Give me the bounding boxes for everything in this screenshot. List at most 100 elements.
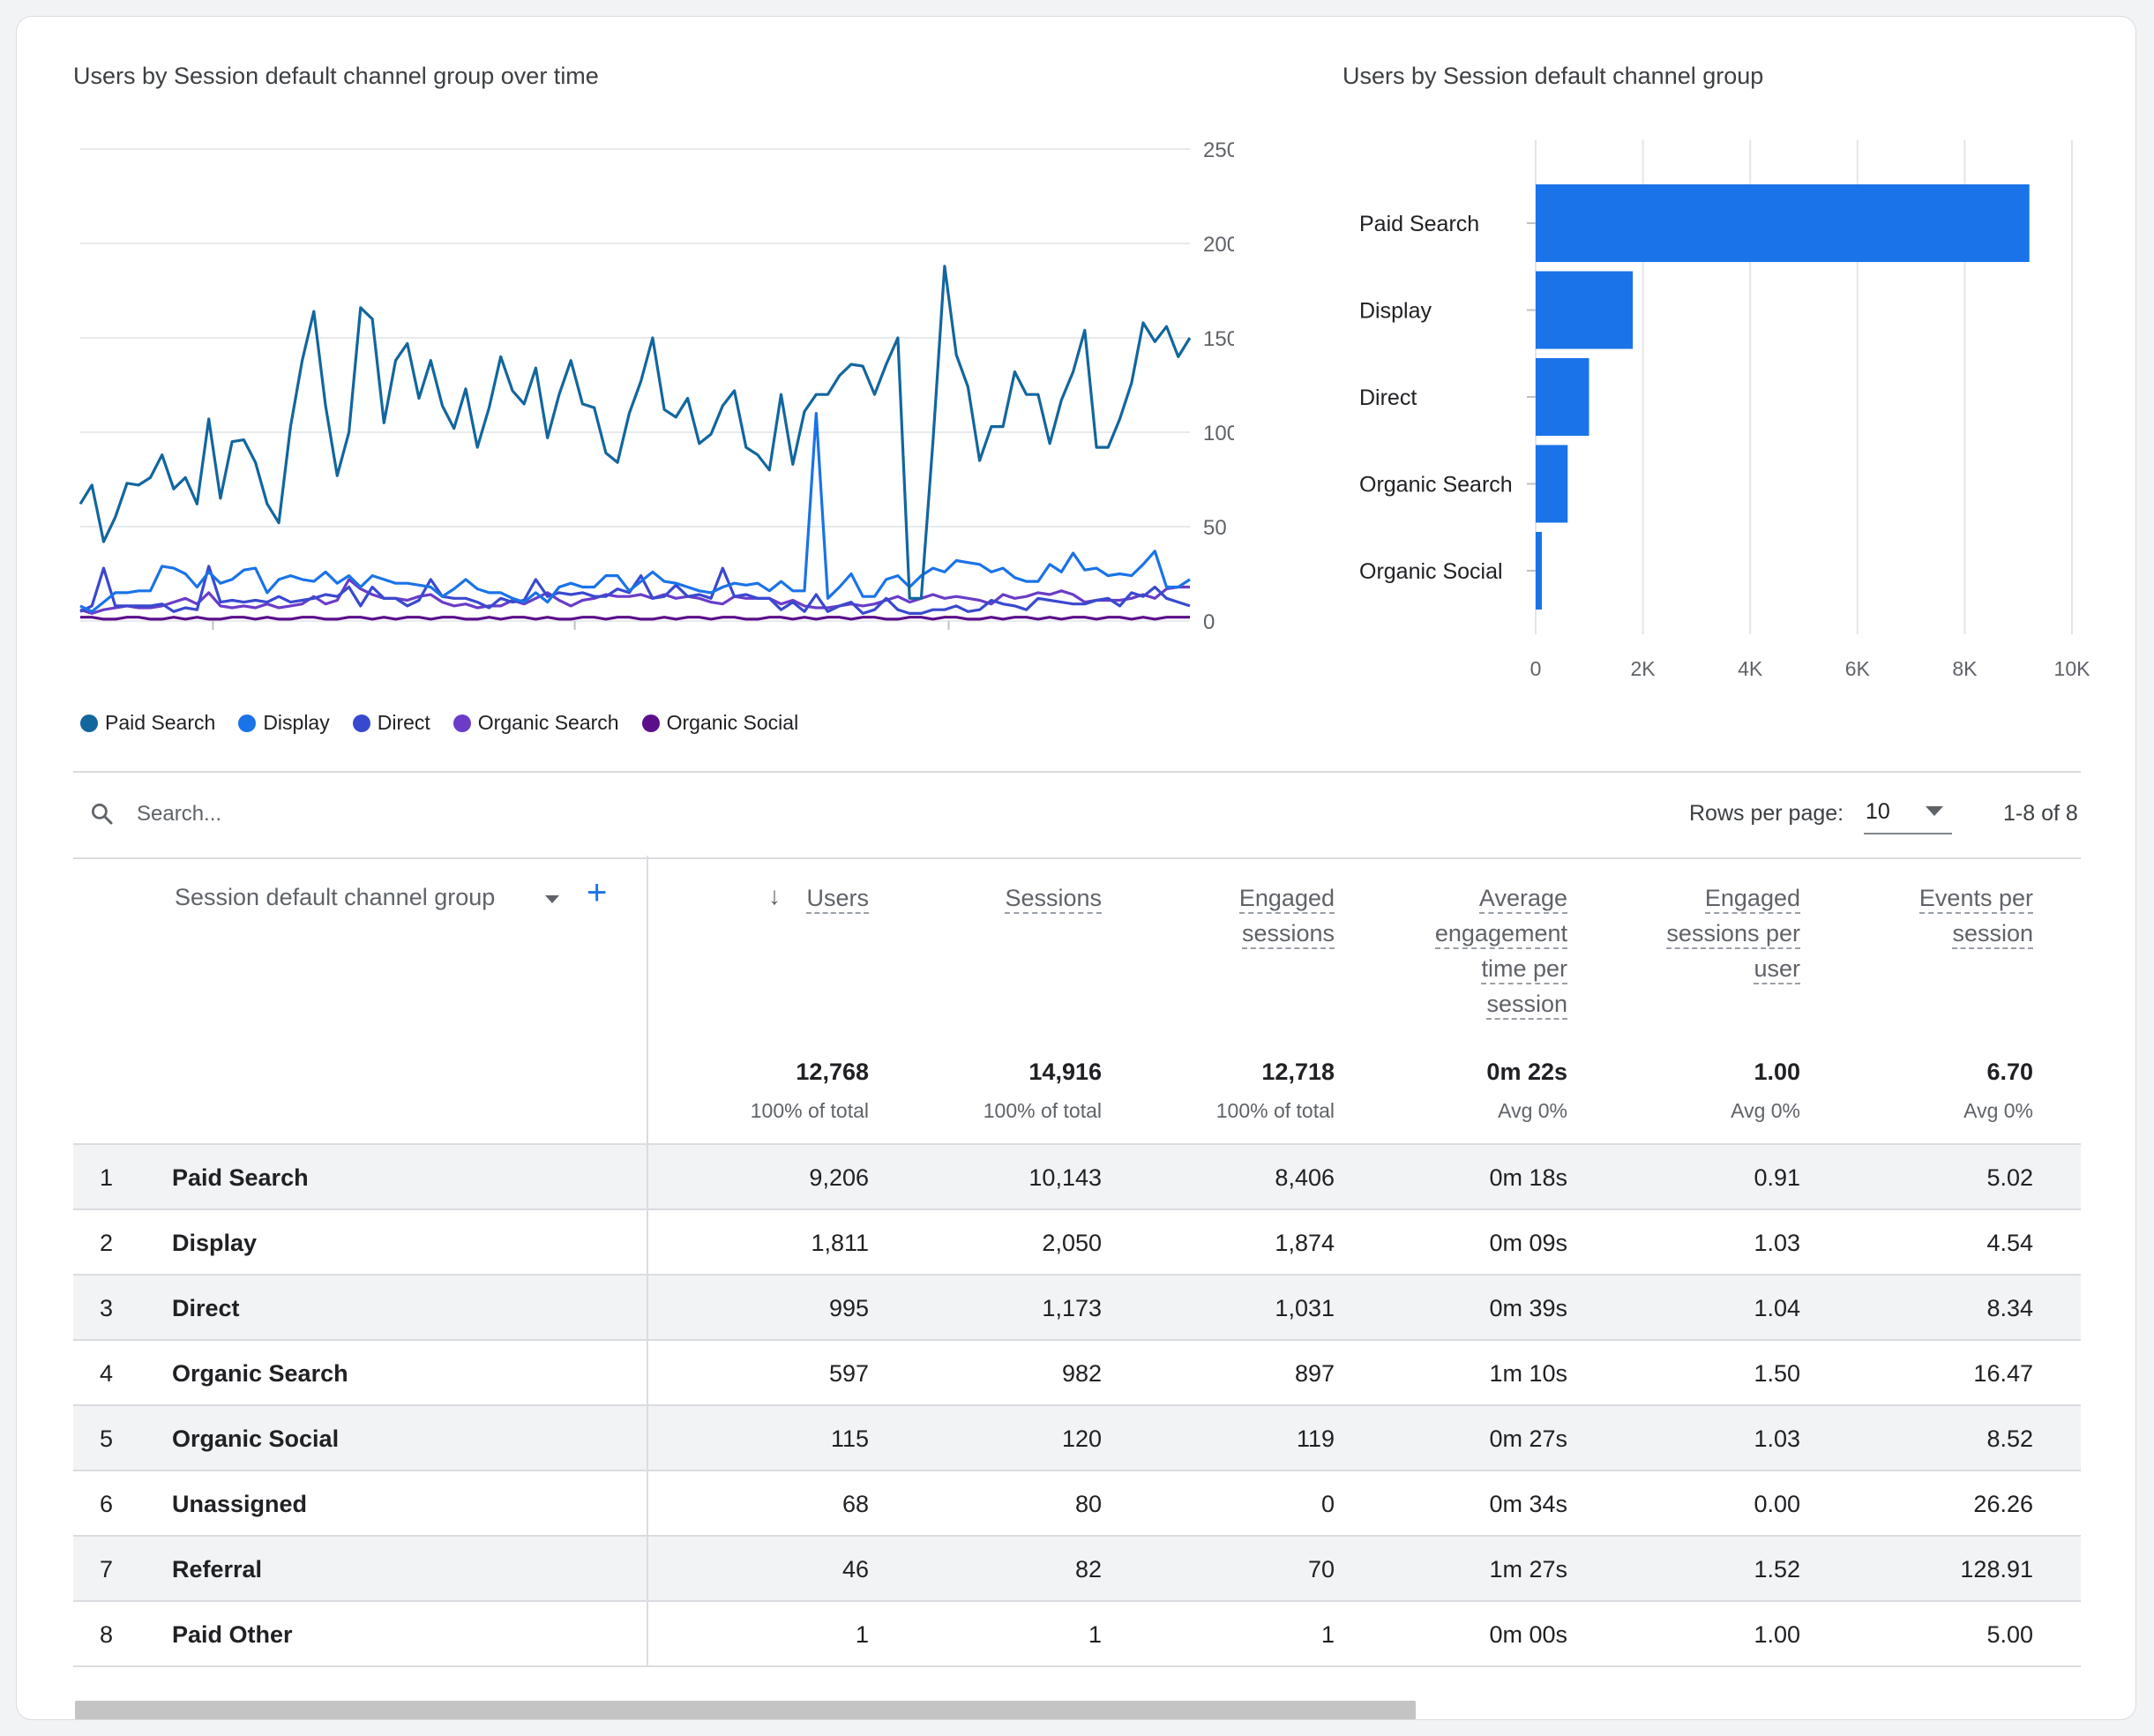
metric-total-subtext: 100% of total bbox=[1215, 1099, 1335, 1122]
metric-cell: 2,050 bbox=[1042, 1230, 1102, 1256]
bar-organic-social[interactable] bbox=[1536, 532, 1542, 610]
table-row[interactable]: 4 Organic Search 597 982 897 1m 10s 1.50 16.47 bbox=[73, 1341, 2081, 1406]
metric-total-subtext: Avg 0% bbox=[1731, 1099, 1800, 1122]
metric-cell: 70 bbox=[1307, 1556, 1335, 1583]
bar-organic-search[interactable] bbox=[1536, 445, 1568, 523]
bar-chart[interactable]: 0 2K 4K 6K 8K 10K Paid Search Display Direct Orga… bbox=[1340, 17, 2116, 705]
metric-cell: 1,874 bbox=[1275, 1230, 1335, 1256]
metric-column-header[interactable]: Engaged sessions per user 1.00 Avg 0% bbox=[1604, 856, 1800, 1143]
series-line-paid-search[interactable] bbox=[79, 265, 1192, 600]
metric-cell: 0 bbox=[1320, 1491, 1335, 1517]
metric-cell: 0m 18s bbox=[1489, 1164, 1567, 1191]
x-tick-label: 0 bbox=[1530, 657, 1542, 680]
metric-column-header[interactable]: Average engagement time per session 0m 22s Av… bbox=[1372, 856, 1567, 1143]
metric-column-header[interactable]: Users ↓ 12,768 100% of total bbox=[673, 856, 869, 1143]
row-index: 7 bbox=[99, 1556, 114, 1583]
series-line-display[interactable] bbox=[79, 412, 1191, 613]
caret-down-icon bbox=[1926, 806, 1943, 816]
metric-cell: 16.47 bbox=[1973, 1360, 2033, 1387]
bar-chart-title: Users by Session default channel group bbox=[1343, 63, 1764, 89]
table-row[interactable]: 7 Referral 46 82 70 1m 27s 1.52 128.91 bbox=[73, 1537, 2081, 1602]
rows-per-page-value: 10 bbox=[1866, 799, 1890, 824]
metric-cell: 119 bbox=[1296, 1425, 1335, 1452]
search-input[interactable] bbox=[135, 792, 668, 836]
table-row[interactable]: 8 Paid Other 1 1 1 0m 00s 1.00 5.00 bbox=[73, 1602, 2081, 1667]
metric-header-label[interactable]: Engaged sessions per user bbox=[1666, 880, 1800, 986]
metric-cell: 0m 00s bbox=[1489, 1621, 1567, 1648]
legend-dot-icon bbox=[352, 714, 370, 732]
metric-cell: 1.00 bbox=[1754, 1621, 1800, 1648]
table-row[interactable]: 3 Direct 995 1,173 1,031 0m 39s 1.04 8.34 bbox=[73, 1276, 2081, 1341]
category-label: Organic Search bbox=[1359, 473, 1513, 498]
legend-item-organic-search[interactable]: Organic Search bbox=[452, 711, 619, 735]
metric-header-line: Sessions bbox=[1005, 885, 1102, 914]
metric-total: 12,718 bbox=[1261, 1059, 1335, 1085]
dimension-cell: 2 Display bbox=[73, 1210, 648, 1274]
table-row[interactable]: 5 Organic Social 115 120 119 0m 27s 1.03 8.52 bbox=[73, 1406, 2081, 1471]
metric-header-line: Events per bbox=[1918, 885, 2033, 914]
bar-display[interactable] bbox=[1536, 271, 1634, 349]
metric-header-line: user bbox=[1754, 955, 1800, 984]
metric-header-label[interactable]: Events per session bbox=[1918, 880, 2033, 951]
metric-cell: 1.50 bbox=[1754, 1360, 1800, 1387]
series-line-organic-social[interactable] bbox=[80, 616, 1190, 621]
series-line-organic-search[interactable] bbox=[79, 578, 1190, 616]
table-row[interactable]: 2 Display 1,811 2,050 1,874 0m 09s 1.03 4.54 bbox=[73, 1210, 2081, 1276]
legend-dot-icon bbox=[641, 714, 660, 732]
row-index: 4 bbox=[99, 1360, 114, 1387]
legend-item-direct[interactable]: Direct bbox=[352, 711, 430, 735]
metric-header-line: session bbox=[1952, 920, 2033, 949]
channel-name: Paid Search bbox=[172, 1164, 309, 1191]
metric-column-header[interactable]: Events per session 6.70 Avg 0% bbox=[1837, 856, 2033, 1143]
bar-direct[interactable] bbox=[1536, 358, 1589, 436]
search-icon[interactable] bbox=[89, 801, 116, 827]
y-tick-label: 150 bbox=[1203, 327, 1234, 351]
metric-cell: 46 bbox=[841, 1556, 869, 1583]
category-label: Display bbox=[1359, 299, 1432, 324]
channel-name: Organic Search bbox=[172, 1360, 348, 1387]
sort-descending-icon[interactable]: ↓ bbox=[768, 882, 781, 909]
metric-total: 6.70 bbox=[1986, 1059, 2033, 1085]
horizontal-scrollbar[interactable] bbox=[75, 1701, 1416, 1719]
legend-label: Display bbox=[263, 711, 330, 734]
pagination-text: 1-8 of 8 bbox=[2003, 801, 2078, 826]
report-card: Users by Session default channel group o… bbox=[16, 16, 2136, 1720]
rows-per-page-select[interactable]: 10 bbox=[1864, 792, 1952, 834]
line-chart[interactable]: 25020015010050001Nov01Dec01Jan bbox=[17, 17, 1234, 634]
caret-down-icon[interactable] bbox=[545, 895, 559, 903]
table-row[interactable]: 6 Unassigned 68 80 0 0m 34s 0.00 26.26 bbox=[73, 1471, 2081, 1537]
table-row[interactable]: 1 Paid Search 9,206 10,143 8,406 0m 18s 0.91 5.… bbox=[73, 1145, 2081, 1210]
metric-cell: 10,143 bbox=[1028, 1164, 1102, 1191]
row-index: 3 bbox=[99, 1295, 114, 1321]
metric-cell: 26.26 bbox=[1973, 1491, 2033, 1517]
legend-item-paid-search[interactable]: Paid Search bbox=[80, 711, 215, 735]
metric-cell: 8.52 bbox=[1986, 1425, 2033, 1452]
data-table: Session default channel group + Users ↓ 12… bbox=[73, 856, 2081, 1667]
metric-cell: 982 bbox=[1061, 1360, 1102, 1387]
dimension-cell: 8 Paid Other bbox=[73, 1602, 648, 1665]
dimension-cell: 5 Organic Social bbox=[73, 1406, 648, 1470]
metric-header-label[interactable]: Average engagement time per session bbox=[1434, 880, 1567, 1021]
series-line-direct[interactable] bbox=[79, 565, 1191, 616]
metric-cell: 1m 27s bbox=[1489, 1556, 1567, 1583]
metric-header-label[interactable]: Engaged sessions bbox=[1238, 880, 1335, 951]
legend-item-organic-social[interactable]: Organic Social bbox=[641, 711, 798, 735]
add-dimension-icon[interactable]: + bbox=[587, 873, 608, 912]
channel-name: Paid Other bbox=[172, 1621, 293, 1648]
metric-column-header[interactable]: Sessions 14,916 100% of total bbox=[906, 856, 1102, 1143]
bar-paid-search[interactable] bbox=[1536, 184, 2030, 262]
y-tick-label: 100 bbox=[1203, 422, 1234, 445]
metric-cell: 4.54 bbox=[1986, 1230, 2033, 1256]
legend-item-display[interactable]: Display bbox=[238, 711, 330, 735]
metric-total-subtext: Avg 0% bbox=[1963, 1099, 2033, 1122]
metric-cell: 1 bbox=[855, 1621, 869, 1648]
dimension-selector[interactable]: Session default channel group bbox=[175, 884, 496, 910]
y-tick-label: 0 bbox=[1203, 610, 1215, 634]
metric-header-line: Engaged bbox=[1704, 885, 1800, 914]
metric-column-header[interactable]: Engaged sessions 12,718 100% of total bbox=[1139, 856, 1335, 1143]
y-tick-label: 200 bbox=[1203, 233, 1234, 257]
legend-label: Organic Search bbox=[477, 711, 619, 734]
metric-header-label[interactable]: Sessions bbox=[1005, 880, 1102, 916]
metric-header-label[interactable]: Users bbox=[806, 880, 869, 916]
x-tick-label: 8K bbox=[1952, 657, 1978, 680]
